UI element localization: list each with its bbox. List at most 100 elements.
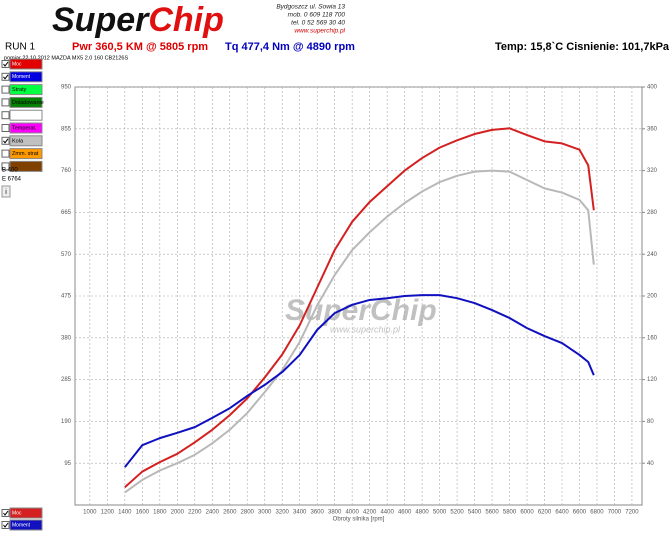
y2-tick-label: 200 <box>647 294 658 300</box>
x-tick-label: 3000 <box>258 510 272 516</box>
x-tick-label: 2800 <box>241 510 255 516</box>
address-line: tel. 0 52 569 30 40 <box>291 20 345 27</box>
x-tick-label: 6400 <box>555 510 569 516</box>
y-tick-label: 380 <box>61 335 72 341</box>
y-tick-label: 285 <box>61 377 72 383</box>
check-mark <box>3 61 9 67</box>
check-mark <box>3 510 9 516</box>
logo: SuperChip <box>52 1 224 39</box>
legend-swatch[interactable] <box>9 519 43 531</box>
watermark-url: www.superchip.pl <box>330 324 401 334</box>
checkbox[interactable] <box>1 162 10 171</box>
logo-part: Super <box>52 1 150 39</box>
checkbox[interactable] <box>1 72 10 81</box>
y2-tick-label: 400 <box>647 85 658 91</box>
check-mark <box>3 138 9 144</box>
x-tick-label: 7200 <box>625 510 639 516</box>
legend-swatch[interactable] <box>9 58 43 70</box>
y2-tick-label: 360 <box>647 126 658 132</box>
checkbox[interactable] <box>1 509 10 517</box>
series-line <box>124 169 595 494</box>
series-line <box>124 294 595 468</box>
logo-part: Chip <box>148 1 224 39</box>
legend-swatch[interactable] <box>9 84 43 96</box>
legend-label: Doladowanie <box>12 100 44 106</box>
checkbox[interactable] <box>1 111 10 120</box>
checkbox[interactable] <box>1 60 10 68</box>
address-line: www.superchip.pl <box>294 28 345 35</box>
info-button[interactable] <box>1 185 11 198</box>
x-tick-label: 6600 <box>573 510 587 516</box>
x-tick-label: 5200 <box>450 510 464 516</box>
legend-label: Moment <box>12 74 31 80</box>
x-tick-label: 3200 <box>276 510 290 516</box>
x-tick-label: 7000 <box>608 510 622 516</box>
y-tick-label: 95 <box>64 461 71 467</box>
legend-label: Zmm. strat <box>12 151 39 157</box>
x-tick-label: 6200 <box>538 510 552 516</box>
x-tick-label: 1800 <box>153 510 167 516</box>
x-tick-label: 2400 <box>206 510 220 516</box>
checkbox[interactable] <box>1 98 10 107</box>
y2-tick-label: 40 <box>647 461 654 467</box>
y2-tick-label: 120 <box>647 377 658 383</box>
check-mark <box>3 522 9 528</box>
info-label[interactable]: i <box>5 189 7 196</box>
legend-swatch[interactable] <box>9 122 43 134</box>
note: pomiar 22.10.2012 MAZDA MX5 2.0 160 CB21… <box>4 55 128 61</box>
legend-swatch[interactable] <box>9 135 43 147</box>
x-tick-label: 5400 <box>468 510 482 516</box>
begin-rpm: B 400 <box>2 168 18 174</box>
x-tick-label: 5800 <box>503 510 517 516</box>
y2-tick-label: 280 <box>647 210 658 216</box>
checkbox[interactable] <box>1 136 10 145</box>
legend-swatch[interactable] <box>9 96 43 108</box>
address-line: Bydgoszcz ul. Sowia 13 <box>276 4 345 11</box>
legend-swatch[interactable] <box>9 109 43 121</box>
legend-label: Straty <box>12 87 27 93</box>
legend-swatch[interactable] <box>9 160 43 172</box>
y-tick-label: 665 <box>61 210 72 216</box>
legend-label: Moment <box>12 522 31 528</box>
chart: 1000 1200 1400 1600 1800 2000 2200 2400 2600 2800… <box>61 85 658 523</box>
checkbox[interactable] <box>1 85 10 94</box>
legend-swatch[interactable] <box>9 507 43 519</box>
legend-swatch[interactable] <box>9 148 43 160</box>
torque-summary: Tq 477,4 Nm @ 4890 rpm <box>225 41 355 53</box>
end-rpm: E 6764 <box>2 177 22 183</box>
checkbox[interactable] <box>1 521 10 529</box>
x-tick-label: 4400 <box>380 510 394 516</box>
x-tick-label: 4000 <box>345 510 359 516</box>
legend-label: Temperat. <box>12 125 37 131</box>
legend-label: Moc <box>12 510 22 516</box>
x-tick-label: 6800 <box>590 510 604 516</box>
x-axis-label: Obroty silnika [rpm] <box>333 517 385 523</box>
x-tick-label: 5000 <box>433 510 447 516</box>
y-tick-label: 570 <box>61 252 72 258</box>
checkbox[interactable] <box>1 124 10 132</box>
x-tick-label: 3800 <box>328 510 342 516</box>
x-tick-label: 1400 <box>118 510 132 516</box>
y-tick-label: 950 <box>61 85 72 91</box>
x-tick-label: 1200 <box>101 510 115 516</box>
x-tick-label: 6000 <box>520 510 534 516</box>
y2-tick-label: 80 <box>647 419 654 425</box>
x-tick-label: 3600 <box>311 510 325 516</box>
y2-tick-label: 320 <box>647 168 658 174</box>
x-tick-label: 4600 <box>398 510 412 516</box>
y2-tick-label: 240 <box>647 252 658 258</box>
legend-label: Kola <box>12 138 24 144</box>
x-tick-label: 4200 <box>363 510 377 516</box>
check-mark <box>3 74 9 80</box>
power-summary: Pwr 360,5 KM @ 5805 rpm <box>72 41 208 53</box>
legend-swatch[interactable] <box>9 71 43 83</box>
y-tick-label: 475 <box>61 294 72 300</box>
address-line: mob. 0 609 118 700 <box>288 12 346 19</box>
legend-label: Moc <box>12 61 22 67</box>
x-tick-label: 1000 <box>83 510 97 516</box>
checkbox[interactable] <box>1 149 10 158</box>
run: RUN 1 <box>5 42 35 53</box>
y2-tick-label: 160 <box>647 335 658 341</box>
y-tick-label: 190 <box>61 419 72 425</box>
series-line <box>124 127 595 488</box>
